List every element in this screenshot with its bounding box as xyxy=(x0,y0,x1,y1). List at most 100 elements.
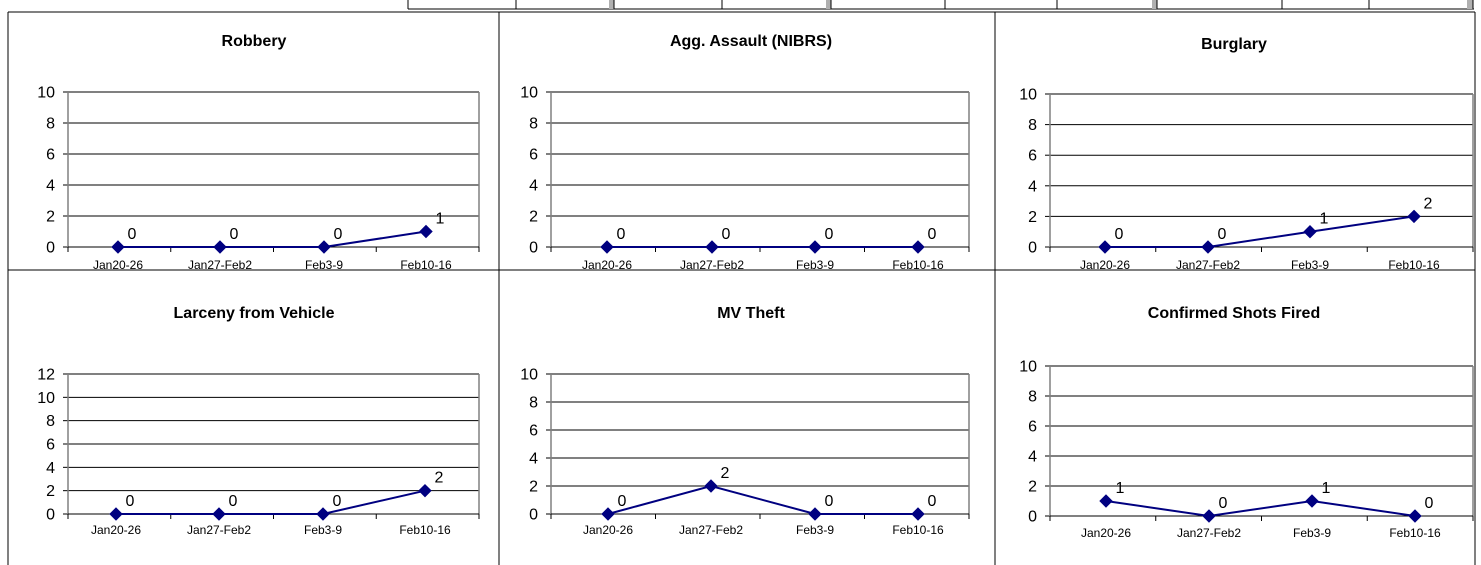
data-point xyxy=(1099,494,1113,508)
data-point xyxy=(1408,509,1422,523)
y-tick-label: 8 xyxy=(1028,117,1037,134)
data-point xyxy=(704,479,718,493)
data-label: 0 xyxy=(230,226,239,243)
series-line xyxy=(607,484,918,515)
chart-title: Burglary xyxy=(1201,36,1267,53)
x-tick-label: Feb10-16 xyxy=(400,258,452,272)
x-tick-label: Jan20-26 xyxy=(582,258,632,272)
x-tick-label: Jan27-Feb2 xyxy=(679,523,743,537)
x-tick-label: Feb3-9 xyxy=(796,258,834,272)
y-tick-label: 6 xyxy=(529,147,538,164)
y-tick-label: 4 xyxy=(46,178,55,195)
y-tick-label: 2 xyxy=(1028,209,1037,226)
data-label: 1 xyxy=(1116,480,1125,497)
data-label: 0 xyxy=(722,226,731,243)
data-label: 1 xyxy=(1322,480,1331,497)
data-point xyxy=(111,240,125,254)
y-tick-label: 8 xyxy=(46,116,55,133)
x-tick-label: Jan27-Feb2 xyxy=(1176,258,1240,272)
y-tick-label: 8 xyxy=(529,116,538,133)
data-point xyxy=(316,507,330,521)
data-point xyxy=(705,240,719,254)
x-tick-label: Jan27-Feb2 xyxy=(1177,526,1241,540)
data-point xyxy=(1407,209,1421,224)
y-tick-label: 4 xyxy=(46,460,55,477)
x-tick-label: Feb3-9 xyxy=(1291,258,1329,272)
y-tick-label: 0 xyxy=(529,240,538,257)
x-tick-label: Jan27-Feb2 xyxy=(187,523,251,537)
y-tick-label: 4 xyxy=(529,451,538,468)
y-tick-label: 10 xyxy=(520,85,538,102)
chart-title: MV Theft xyxy=(717,305,785,322)
x-tick-label: Feb3-9 xyxy=(305,258,343,272)
data-point xyxy=(601,507,615,521)
y-tick-label: 4 xyxy=(1028,178,1037,195)
x-tick-label: Jan20-26 xyxy=(1080,258,1130,272)
chart-2: Agg. Assault (NIBRS) 0 2 4 6 8 10 Jan20-26 Jan27… xyxy=(520,33,970,272)
data-label: 0 xyxy=(1115,226,1124,243)
x-tick-label: Feb3-9 xyxy=(1293,526,1331,540)
y-tick-label: 4 xyxy=(529,178,538,195)
y-tick-label: 10 xyxy=(37,85,55,102)
data-label: 0 xyxy=(126,493,135,510)
y-tick-label: 0 xyxy=(529,507,538,524)
x-tick-label: Feb3-9 xyxy=(796,523,834,537)
data-point xyxy=(418,483,432,498)
y-tick-label: 2 xyxy=(46,209,55,226)
y-tick-label: 0 xyxy=(46,507,55,524)
chart-4: Larceny from Vehicle 0 2 4 6 8 10 12 Jan20-26 Jan… xyxy=(37,305,480,537)
data-point xyxy=(808,507,822,521)
x-tick-label: Jan20-26 xyxy=(1081,526,1131,540)
y-tick-label: 6 xyxy=(1028,148,1037,165)
x-tick-label: Feb10-16 xyxy=(892,523,944,537)
data-point xyxy=(1201,240,1215,254)
y-tick-label: 6 xyxy=(529,423,538,440)
data-point xyxy=(1098,240,1112,254)
data-label: 0 xyxy=(928,493,937,510)
data-label: 2 xyxy=(721,465,730,482)
y-tick-label: 2 xyxy=(1028,479,1037,496)
data-label: 0 xyxy=(1425,495,1434,512)
y-tick-label: 6 xyxy=(46,437,55,454)
chart-1: Robbery 0 2 4 6 8 10 Jan20-26 Jan27-Feb2 Feb3-9 Fe… xyxy=(37,33,480,272)
data-label: 0 xyxy=(1218,226,1227,243)
data-label: 0 xyxy=(617,226,626,243)
y-tick-label: 0 xyxy=(46,240,55,257)
chart-title: Robbery xyxy=(222,33,287,50)
y-tick-label: 0 xyxy=(1028,240,1037,257)
data-point xyxy=(1305,494,1319,508)
y-tick-label: 8 xyxy=(529,395,538,412)
x-tick-label: Feb10-16 xyxy=(892,258,944,272)
data-label: 0 xyxy=(928,226,937,243)
x-tick-label: Feb3-9 xyxy=(304,523,342,537)
data-label: 0 xyxy=(229,493,238,510)
data-point xyxy=(1303,224,1317,239)
data-point xyxy=(808,240,822,254)
data-label: 0 xyxy=(825,493,834,510)
data-label: 0 xyxy=(334,226,343,243)
y-tick-label: 8 xyxy=(46,413,55,430)
series-line xyxy=(116,489,426,515)
y-tick-label: 8 xyxy=(1028,389,1037,406)
data-label: 0 xyxy=(618,493,627,510)
data-label: 2 xyxy=(435,470,444,487)
series-line xyxy=(118,230,427,248)
chart-frames xyxy=(7,11,1476,565)
data-point xyxy=(911,507,925,521)
y-tick-label: 10 xyxy=(520,367,538,384)
x-tick-label: Jan20-26 xyxy=(93,258,143,272)
data-label: 1 xyxy=(1320,211,1329,228)
x-tick-label: Jan27-Feb2 xyxy=(188,258,252,272)
x-tick-label: Jan20-26 xyxy=(91,523,141,537)
y-tick-label: 10 xyxy=(37,390,55,407)
data-label: 0 xyxy=(333,493,342,510)
y-tick-label: 6 xyxy=(46,147,55,164)
chart-title: Larceny from Vehicle xyxy=(174,305,335,322)
x-tick-label: Feb10-16 xyxy=(1388,258,1440,272)
x-tick-label: Feb10-16 xyxy=(399,523,451,537)
data-point xyxy=(600,240,614,254)
data-point xyxy=(1202,509,1216,523)
data-point xyxy=(213,240,227,254)
